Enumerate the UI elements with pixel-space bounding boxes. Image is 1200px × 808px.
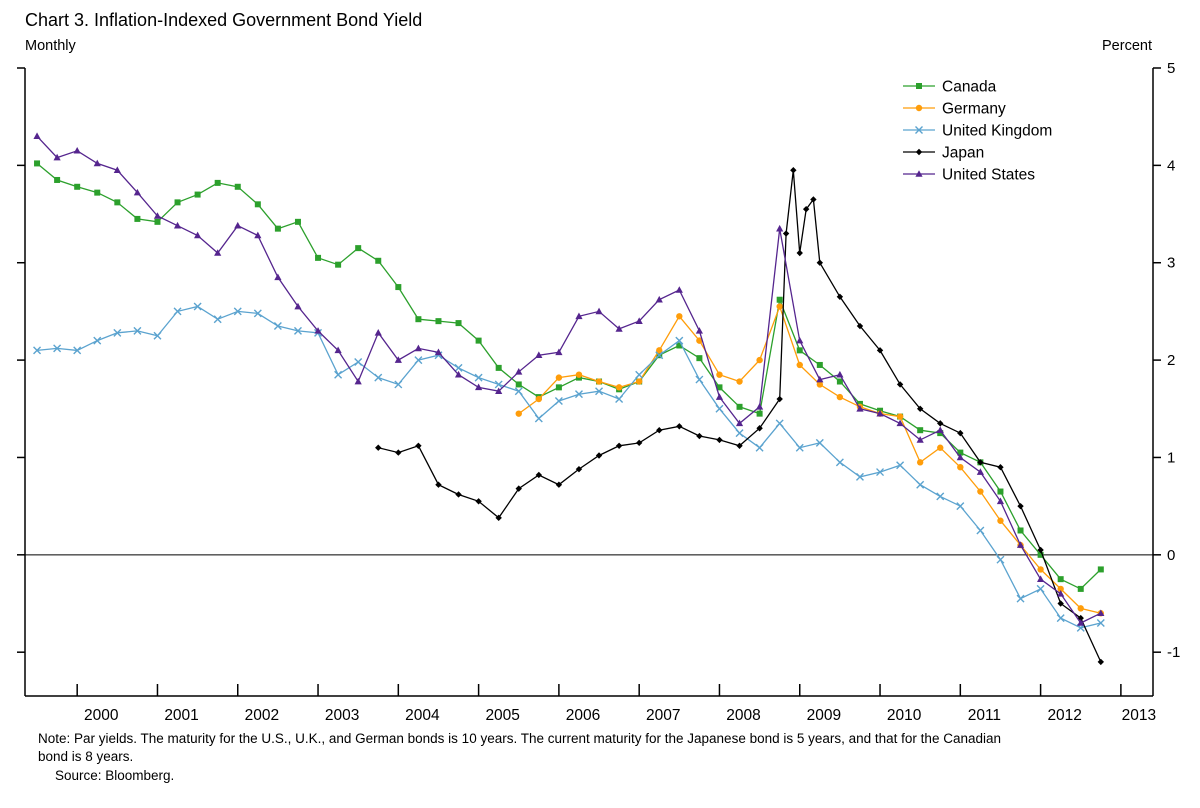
x-tick-label: 2012	[1047, 707, 1081, 724]
series-japan	[375, 167, 1105, 666]
y-tick-label: 2	[1167, 352, 1175, 369]
x-tick-label: 2001	[164, 707, 198, 724]
y-tick-label: 3	[1167, 255, 1175, 272]
y-tick-label: 1	[1167, 449, 1175, 466]
legend-label: Canada	[942, 79, 997, 96]
legend-item-us: United States	[903, 167, 1035, 184]
legend-label: Japan	[942, 145, 984, 162]
x-tick-label: 2011	[968, 707, 1001, 724]
x-tick-label: 2013	[1122, 707, 1156, 724]
chart-title: Chart 3. Inflation-Indexed Government Bo…	[25, 10, 423, 30]
series-uk	[33, 302, 1105, 632]
x-tick-label: 2002	[245, 707, 279, 724]
x-tick-label: 2005	[485, 707, 519, 724]
x-tick-label: 2006	[566, 707, 600, 724]
chart-svg: 5 4 3 2 1 0 -1 2000 2001 2002 2003 2004 2005 2006 2007…	[17, 60, 1180, 724]
x-tick-label: 2010	[887, 707, 922, 724]
legend-item-germany: Germany	[903, 101, 1006, 118]
legend: Canada Germany United Kingdom Japan United S…	[903, 79, 1052, 184]
y-tick-label: 5	[1167, 60, 1175, 77]
chart-source: Source: Bloomberg.	[55, 768, 175, 783]
y-tick-label: 0	[1167, 547, 1175, 564]
x-tick-label: 2009	[807, 707, 841, 724]
x-tick-label: 2000	[84, 707, 119, 724]
legend-item-japan: Japan	[903, 145, 984, 162]
legend-label: United States	[942, 167, 1035, 184]
series-germany	[515, 303, 1105, 617]
legend-item-uk: United Kingdom	[903, 123, 1052, 140]
x-tick-label: 2008	[726, 707, 760, 724]
series-us	[33, 132, 1105, 626]
legend-label: United Kingdom	[942, 123, 1052, 140]
legend-item-canada: Canada	[903, 79, 997, 96]
note-line-2: bond is 8 years.	[38, 749, 134, 764]
y-tick-label: -1	[1167, 644, 1180, 661]
y-axis-unit-label: Percent	[1102, 38, 1152, 54]
legend-label: Germany	[942, 101, 1006, 118]
x-tick-label: 2004	[405, 707, 440, 724]
y-tick-label: 4	[1167, 157, 1175, 174]
x-tick-label: 2003	[325, 707, 359, 724]
note-line-1: Note: Par yields. The maturity for the U…	[38, 731, 1001, 746]
axes: 5 4 3 2 1 0 -1 2000 2001 2002 2003 2004 2005 2006 2007…	[17, 60, 1180, 724]
x-tick-label: 2007	[646, 707, 680, 724]
frequency-label: Monthly	[25, 38, 76, 54]
chart-note: Note: Par yields. The maturity for the U…	[38, 730, 1001, 766]
